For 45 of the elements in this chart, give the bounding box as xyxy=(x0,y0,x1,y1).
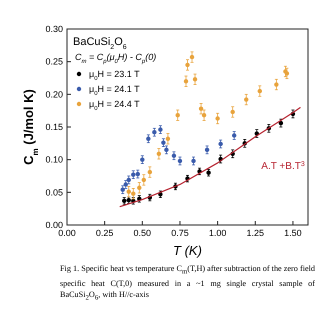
point xyxy=(176,113,180,118)
point xyxy=(137,186,142,190)
point xyxy=(156,152,162,156)
annotation: A.T +B.T$^{3}$ xyxy=(261,160,305,172)
point xyxy=(172,154,176,158)
legend-label: μ$_{0}$H = 24.4 T xyxy=(89,99,140,112)
x-tick-label: 0.00 xyxy=(58,228,76,238)
point xyxy=(166,136,170,141)
line-series xyxy=(119,106,302,208)
x-tick-label: 0.50 xyxy=(134,228,152,238)
point xyxy=(185,62,190,68)
y-tick-label: 0.30 xyxy=(45,24,63,34)
point xyxy=(244,97,248,102)
point xyxy=(274,82,279,87)
point xyxy=(148,170,152,174)
legend-title: BaCuSi$_{2}$O$_{6}$ xyxy=(73,36,127,50)
x-tick-label: 1.25 xyxy=(246,228,264,238)
y-tick-label: 0.15 xyxy=(45,122,63,132)
point xyxy=(230,110,235,114)
point xyxy=(192,77,198,82)
text: Fig 1. Specific heat vs temperature C$_{m}$(T,H) after subtraction of the zero field specific heat C(T,0) measured in a ~1 mg single crystal sample of BaCuSi$_{2}$O$_{6}$, with H//c-axis xyxy=(60,264,315,302)
legend-label: μ$_{0}$H = 24.1 T xyxy=(89,84,140,97)
y-tick-label: 0.10 xyxy=(45,154,63,165)
point xyxy=(120,188,125,192)
point xyxy=(190,54,194,60)
x-tick-label: 1.50 xyxy=(284,228,302,238)
point xyxy=(146,136,151,141)
y-tick-label: 0.05 xyxy=(45,187,63,198)
x-axis-title: T (K) xyxy=(173,243,202,258)
y-tick-label: 0.25 xyxy=(45,56,63,67)
point xyxy=(152,130,157,134)
point xyxy=(202,113,206,118)
y-tick-label: 0.00 xyxy=(45,220,63,230)
point xyxy=(142,178,146,182)
point xyxy=(215,116,220,121)
legend-label: μ$_{0}$H = 23.1 T xyxy=(89,69,140,82)
point xyxy=(258,88,262,94)
x-tick-label: 1.00 xyxy=(208,228,226,238)
x-tick-label: 0.25 xyxy=(96,228,114,238)
point xyxy=(184,79,188,84)
point xyxy=(198,106,204,111)
text: C$_{m}$ = C$_{p}$(μ$_{0}$H) - C$_{p}$(0) xyxy=(75,52,156,65)
point xyxy=(126,189,131,194)
y-tick-label: 0.20 xyxy=(45,89,63,100)
x-tick-label: 0.75 xyxy=(171,228,189,238)
